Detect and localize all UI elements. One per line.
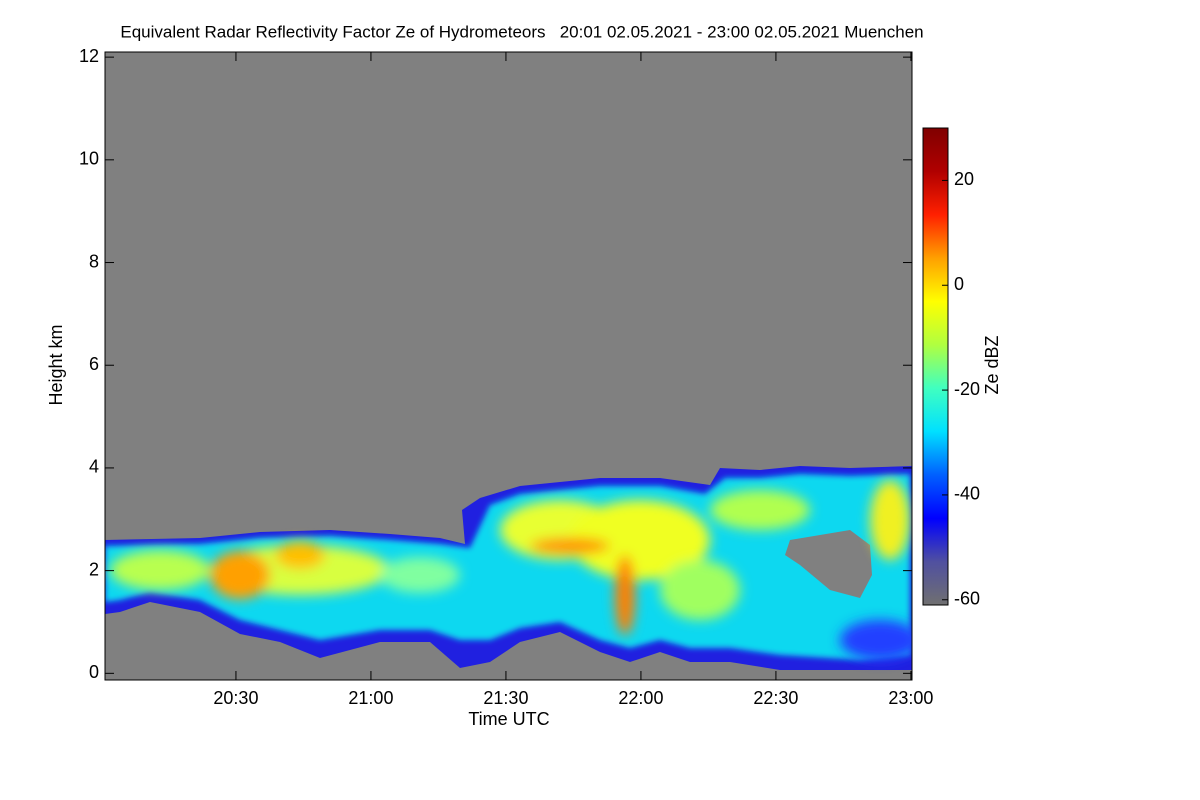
- chart-title: Equivalent Radar Reflectivity Factor Ze …: [120, 22, 923, 41]
- x-axis-label: Time UTC: [468, 709, 549, 729]
- echo-cores: [110, 480, 912, 660]
- y-tick-label: 10: [79, 149, 99, 169]
- y-tick-label: 2: [89, 559, 99, 579]
- y-tick-label: 4: [89, 457, 99, 477]
- colorbar-label: Ze dBZ: [982, 335, 1002, 394]
- x-tick-label: 21:30: [483, 688, 528, 708]
- echo-gap: [785, 530, 872, 598]
- y-axis-label: Height km: [46, 324, 66, 405]
- colorbar: [922, 127, 949, 606]
- x-tick-label: 22:30: [753, 688, 798, 708]
- x-tick-label: 22:00: [618, 688, 663, 708]
- colorbar-tick-label: -60: [954, 589, 980, 609]
- y-tick-label: 8: [89, 251, 99, 271]
- colorbar-tick-label: -40: [954, 484, 980, 504]
- x-tick-label: 23:00: [888, 688, 933, 708]
- colorbar-tick-label: 0: [954, 274, 964, 294]
- plot-frame: [104, 51, 913, 681]
- y-tick-label: 0: [89, 662, 99, 682]
- x-tick-label: 21:00: [348, 688, 393, 708]
- x-tick-label: 20:30: [213, 688, 258, 708]
- y-tick-label: 6: [89, 354, 99, 374]
- colorbar-tick-label: 20: [954, 169, 974, 189]
- colorbar-tick-label: -20: [954, 379, 980, 399]
- y-tick-label: 12: [79, 46, 99, 66]
- echo-field: [105, 466, 912, 670]
